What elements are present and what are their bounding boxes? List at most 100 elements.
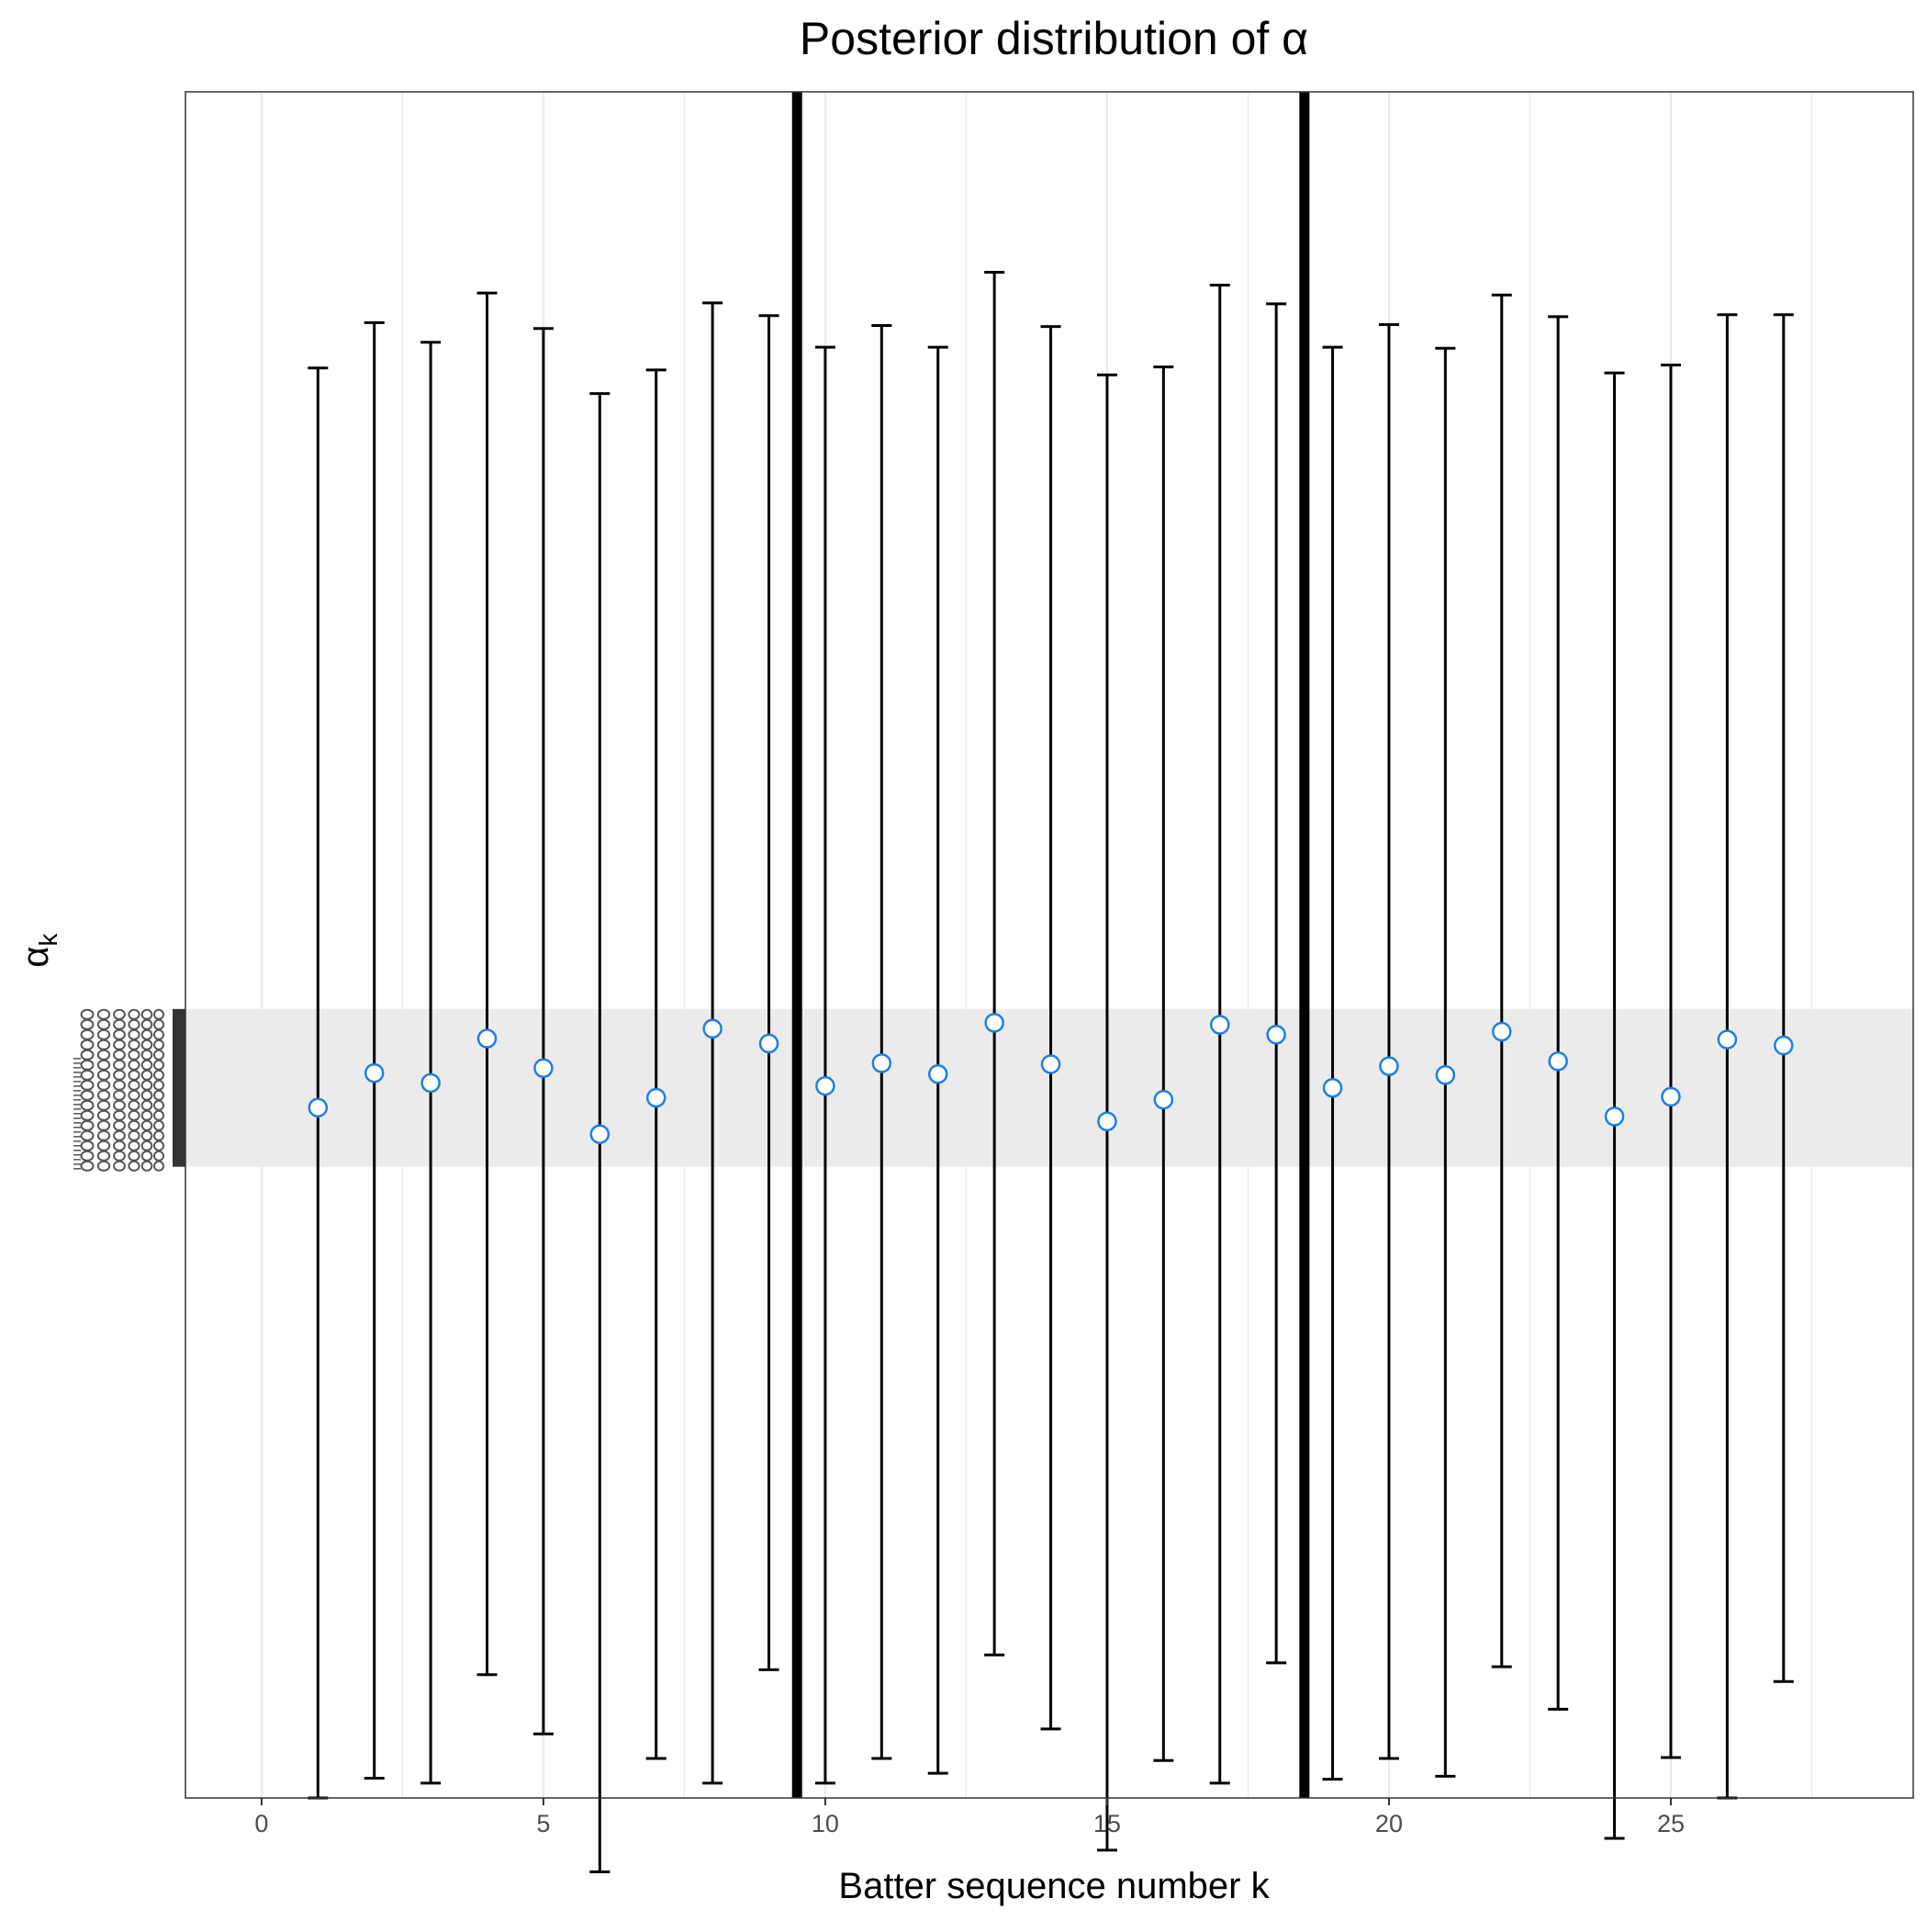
error-bar: [871, 324, 892, 1760]
y-tick-glyph: [128, 1089, 140, 1101]
y-tick-glyph: [80, 1049, 95, 1061]
y-tick-glyph: [128, 1099, 140, 1111]
y-axis-title-subscript: k: [34, 932, 62, 946]
y-tick-glyph: [113, 1079, 126, 1091]
data-point: [364, 1062, 385, 1084]
y-tick-glyph: [153, 1069, 164, 1081]
y-tick-glyph: [153, 1140, 164, 1151]
data-point: [308, 1097, 329, 1118]
y-tick-glyph: [113, 1119, 126, 1131]
y-tick-glyph: [140, 1099, 153, 1111]
error-bar: [1491, 293, 1512, 1668]
y-tick-glyph: [80, 1150, 95, 1162]
y-tick-glyph: [80, 1119, 95, 1131]
y-tick-glyph: [96, 1008, 111, 1020]
y-tick-glyph: [96, 1119, 111, 1131]
y-tick-glyph: [113, 1028, 126, 1040]
data-point: [1209, 1015, 1230, 1035]
y-tick-glyph: [128, 1018, 140, 1030]
y-tick-glyph: [140, 1079, 153, 1091]
data-point: [1492, 1021, 1512, 1042]
y-tick-glyph: [153, 1089, 164, 1101]
data-point: [1266, 1024, 1286, 1045]
y-tick-glyph: [128, 1079, 140, 1091]
y-tick-glyph: [140, 1160, 153, 1172]
y-axis-title-main: α: [16, 946, 56, 967]
y-tick-glyph: [140, 1119, 153, 1131]
y-tick-glyph: [153, 1099, 164, 1111]
data-point: [1661, 1086, 1681, 1107]
y-tick-glyph: [128, 1028, 140, 1040]
y-tick-glyph: [96, 1028, 111, 1040]
y-tick-glyph: [96, 1049, 111, 1061]
y-tick-glyph: [113, 1140, 126, 1151]
y-tick-glyph: [128, 1059, 140, 1071]
y-tick-glyph: [80, 1069, 95, 1081]
y-tick-glyph: [96, 1079, 111, 1091]
y-tick-glyph: [140, 1089, 153, 1101]
error-bar: [927, 345, 948, 1775]
y-tick-glyph: [153, 1160, 164, 1172]
data-point: [984, 1013, 1004, 1033]
x-axis-title: Batter sequence number k: [838, 1866, 1270, 1906]
panel-border: [185, 91, 1914, 1799]
y-tick-glyph: [153, 1109, 164, 1121]
y-tick-glyph: [128, 1150, 140, 1162]
y-tick-glyph: [140, 1018, 153, 1030]
data-point: [533, 1058, 554, 1078]
chart-title: Posterior distribution of α: [800, 13, 1308, 64]
y-tick-glyph: [140, 1069, 153, 1081]
error-bar: [532, 327, 554, 1735]
y-tick-glyph: [128, 1039, 140, 1050]
error-bar: [476, 291, 498, 1677]
y-tick-glyph: [113, 1039, 126, 1050]
error-bar: [1322, 345, 1343, 1781]
y-tick-glyph: [80, 1018, 95, 1030]
y-tick-glyph: [153, 1028, 164, 1040]
data-point: [420, 1073, 441, 1094]
y-tick-glyph: [140, 1140, 153, 1151]
y-tick-glyph: [80, 1008, 95, 1020]
data-point: [871, 1053, 892, 1073]
y-tick-glyph: [153, 1008, 164, 1020]
y-tick-glyph: [113, 1160, 126, 1172]
data-point: [1322, 1077, 1343, 1098]
y-tick-glyph: [113, 1089, 126, 1101]
data-point: [1379, 1056, 1399, 1076]
error-bar: [364, 320, 385, 1780]
y-tick-glyph: [128, 1008, 140, 1020]
x-tick-label: 10: [812, 1810, 839, 1837]
y-tick-glyph: [140, 1059, 153, 1071]
error-bar: [1660, 363, 1681, 1759]
y-tick-glyph: [96, 1089, 111, 1101]
error-bar: [814, 345, 835, 1785]
data-point: [1548, 1050, 1568, 1072]
y-tick-glyph: [153, 1049, 164, 1061]
y-tick-glyph: [96, 1069, 111, 1081]
y-tick-glyph: [128, 1129, 140, 1141]
error-bar: [420, 341, 442, 1785]
y-tick-glyph: [140, 1150, 153, 1162]
y-tick-glyph: [96, 1018, 111, 1030]
y-tick-glyph: [153, 1119, 164, 1131]
y-tick-glyph: [96, 1109, 111, 1121]
shaded-band: [185, 1008, 1913, 1167]
y-tick-glyph: [113, 1059, 126, 1071]
x-tick-label: 0: [254, 1810, 268, 1837]
data-point: [1774, 1035, 1794, 1056]
x-tick-label: 25: [1657, 1810, 1685, 1837]
y-tick-glyph: [153, 1079, 164, 1091]
error-bar: [1153, 365, 1174, 1762]
error-bar: [1604, 371, 1625, 1840]
data-point: [645, 1087, 667, 1108]
y-tick-glyph: [153, 1039, 164, 1050]
y-tick-glyph: [128, 1049, 140, 1061]
y-tick-glyph: [153, 1129, 164, 1141]
y-tick-glyph: [128, 1140, 140, 1151]
y-tick-glyph: [128, 1069, 140, 1081]
y-tick-glyph: [153, 1018, 164, 1030]
error-bar: [1435, 346, 1456, 1778]
y-tick-glyph: [113, 1150, 126, 1162]
error-bar: [1378, 322, 1399, 1760]
